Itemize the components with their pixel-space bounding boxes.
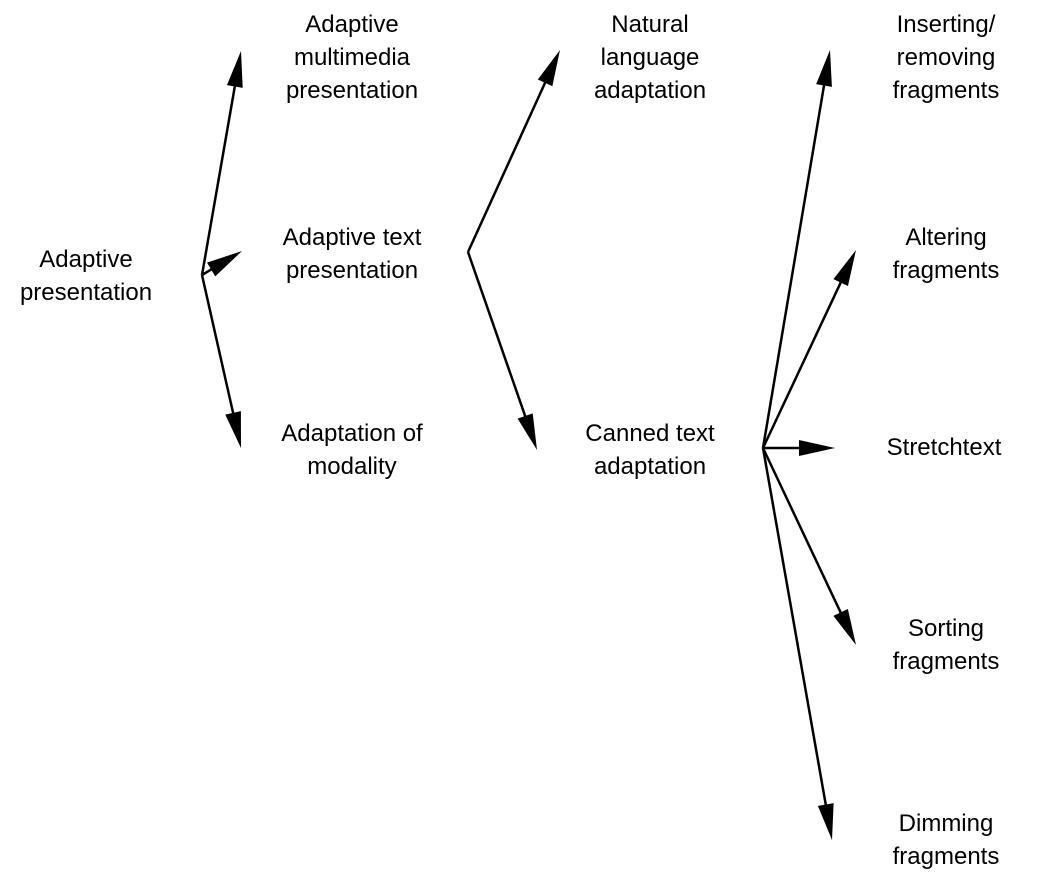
- node-label-line: modality: [307, 453, 397, 480]
- arrow-to-sorting-line: [761, 447, 844, 617]
- node-label-line: fragments: [892, 257, 1000, 284]
- node-label-line: Altering: [905, 224, 987, 251]
- node-label-line: Canned text: [585, 420, 715, 447]
- node-label-line: adaptation: [593, 77, 707, 104]
- node-sorting-fragments: Sorting fragments: [893, 612, 1000, 678]
- arrow-to-multimedia-line: [200, 82, 237, 276]
- arrow-to-multimedia-head-icon: [226, 51, 243, 88]
- arrow-to-dimming-head-icon: [817, 803, 834, 840]
- node-label-line: multimedia: [293, 44, 411, 71]
- node-adaptive-multimedia-presentation: Adaptive multimedia presentation: [286, 8, 418, 107]
- node-label-line: fragments: [892, 648, 1000, 675]
- node-label-line: Inserting/: [896, 11, 996, 38]
- node-label-line: Sorting: [907, 615, 985, 642]
- arrow-to-sorting-head-icon: [833, 609, 856, 645]
- arrow-to-altering-line: [761, 278, 844, 449]
- node-canned-text-adaptation: Canned text adaptation: [585, 417, 714, 483]
- node-label-line: Dimming: [898, 810, 994, 837]
- node-label-line: Adaptation of: [281, 420, 423, 447]
- arrow-to-altering-head-icon: [833, 250, 856, 286]
- node-label-line: Stretchtext: [886, 434, 1002, 461]
- arrow-to-inserting-line: [761, 81, 826, 449]
- node-adaptive-text-presentation: Adaptive text presentation: [283, 221, 422, 287]
- node-label-line: Adaptive text: [282, 224, 422, 251]
- node-altering-fragments: Altering fragments: [893, 221, 1000, 287]
- node-label-line: presentation: [285, 77, 419, 104]
- arrow-to-modality-line: [200, 274, 236, 418]
- arrow-to-dimming-line: [761, 447, 828, 809]
- node-label-line: fragments: [892, 77, 1000, 104]
- arrow-to-canned-text-head-icon: [517, 413, 537, 450]
- node-label-line: fragments: [892, 843, 1000, 870]
- arrow-to-stretchtext-head-icon: [799, 440, 835, 456]
- arrow-to-modality-head-icon: [225, 411, 241, 448]
- arrow-to-text-head-icon: [207, 251, 242, 277]
- node-label-line: Adaptive: [305, 11, 399, 38]
- node-label-line: adaptation: [593, 453, 707, 480]
- node-stretchtext: Stretchtext: [887, 431, 1002, 464]
- node-adaptive-presentation: Adaptive presentation: [20, 243, 152, 309]
- node-label-line: presentation: [19, 279, 153, 306]
- arrow-to-natural-lang-head-icon: [537, 50, 560, 87]
- node-label-line: language: [600, 44, 700, 71]
- node-label-line: presentation: [285, 257, 419, 284]
- node-label-line: Adaptive: [39, 246, 133, 273]
- node-dimming-fragments: Dimming fragments: [893, 807, 1000, 873]
- arrow-to-natural-lang-line: [466, 78, 548, 253]
- arrow-to-inserting-head-icon: [816, 50, 832, 87]
- node-adaptation-of-modality: Adaptation of modality: [281, 417, 422, 483]
- arrow-to-canned-text-line: [466, 251, 528, 421]
- node-label-line: removing: [896, 44, 996, 71]
- node-natural-language-adaptation: Natural language adaptation: [594, 8, 706, 107]
- node-label-line: Natural: [611, 11, 689, 38]
- node-inserting-removing-fragments: Inserting/ removing fragments: [893, 8, 1000, 107]
